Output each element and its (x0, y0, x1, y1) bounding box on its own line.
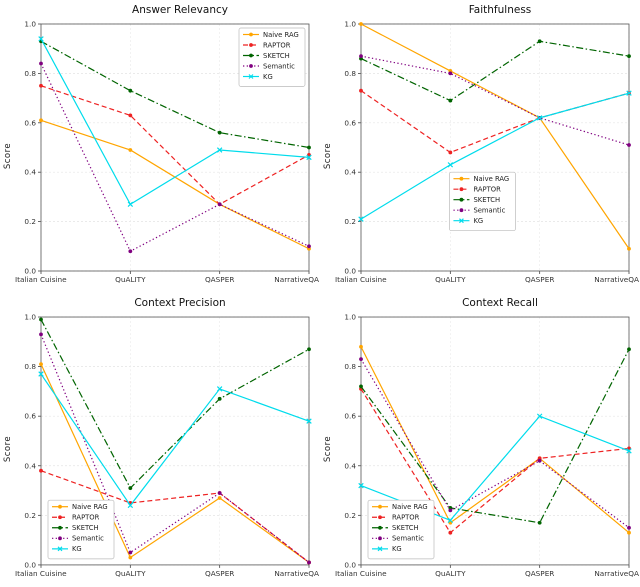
svg-text:Italian Cuisine: Italian Cuisine (335, 569, 387, 578)
chart-context-precision: Context Precision Score 0.0 0.2 0.4 0.6 0.8 1… (0, 293, 320, 587)
svg-text:Naive RAG: Naive RAG (392, 503, 428, 511)
chart-context-recall: Context Recall Score 0.0 0.2 0.4 0.6 0.8 1.0 I… (320, 293, 640, 587)
svg-text:0.4: 0.4 (24, 461, 36, 470)
svg-text:Semantic: Semantic (263, 62, 295, 70)
svg-text:Semantic: Semantic (473, 207, 505, 215)
svg-text:0.6: 0.6 (344, 118, 356, 127)
svg-text:SKETCH: SKETCH (473, 196, 500, 204)
svg-text:Italian Cuisine: Italian Cuisine (15, 569, 67, 578)
svg-text:0.6: 0.6 (24, 118, 36, 127)
chart-body: Score 0.0 0.2 0.4 0.6 0.8 1.0 Italian Cuisine Q… (0, 18, 320, 293)
svg-text:Naive RAG: Naive RAG (72, 503, 108, 511)
svg-text:0.4: 0.4 (24, 168, 36, 177)
svg-text:RAPTOR: RAPTOR (473, 186, 501, 194)
svg-text:0.2: 0.2 (24, 217, 36, 226)
svg-text:0.2: 0.2 (24, 511, 36, 520)
svg-text:SKETCH: SKETCH (72, 524, 99, 532)
chart-faithfulness: Faithfulness Score 0.0 0.2 0.4 0.6 0.8 1.0 Ita… (320, 0, 640, 293)
svg-text:NarrativeQA: NarrativeQA (274, 275, 319, 284)
svg-text:KG: KG (72, 545, 82, 553)
svg-text:QASPER: QASPER (525, 275, 554, 284)
svg-text:Semantic: Semantic (72, 535, 104, 543)
svg-text:RAPTOR: RAPTOR (72, 514, 100, 522)
svg-text:0.2: 0.2 (344, 511, 356, 520)
svg-text:1.0: 1.0 (344, 313, 356, 322)
svg-text:0.4: 0.4 (344, 168, 356, 177)
y-axis-label: Score (3, 435, 13, 463)
svg-text:0.0: 0.0 (24, 560, 36, 569)
plot-area-context-recall: 0.0 0.2 0.4 0.6 0.8 1.0 Italian Cuisine QuALITY… (335, 313, 639, 578)
y-axis-label: Score (323, 435, 333, 463)
svg-text:Italian Cuisine: Italian Cuisine (15, 275, 67, 284)
svg-text:QuALITY: QuALITY (435, 569, 466, 578)
svg-text:0.0: 0.0 (344, 560, 356, 569)
chart-body: Score 0.0 0.2 0.4 0.6 0.8 1.0 Italian Cuisine Q… (320, 18, 640, 293)
svg-text:Naive RAG: Naive RAG (263, 31, 299, 39)
svg-text:KG: KG (263, 73, 273, 81)
svg-text:RAPTOR: RAPTOR (263, 41, 291, 49)
chart-body: Score 0.0 0.2 0.4 0.6 0.8 1.0 Italian Cuisine Q… (0, 311, 320, 587)
svg-text:RAPTOR: RAPTOR (392, 514, 420, 522)
svg-text:1.0: 1.0 (24, 313, 36, 322)
chart-title: Answer Relevancy (132, 4, 228, 16)
svg-text:NarrativeQA: NarrativeQA (594, 275, 639, 284)
svg-text:KG: KG (392, 545, 402, 553)
svg-text:QuALITY: QuALITY (115, 569, 146, 578)
svg-text:Italian Cuisine: Italian Cuisine (335, 275, 387, 284)
chart-body: Score 0.0 0.2 0.4 0.6 0.8 1.0 Italian Cuisine Q… (320, 311, 640, 587)
chart-title: Context Precision (134, 297, 226, 309)
svg-text:SKETCH: SKETCH (392, 524, 419, 532)
svg-text:QASPER: QASPER (525, 569, 554, 578)
svg-text:KG: KG (473, 217, 483, 225)
chart-title: Faithfulness (468, 4, 532, 16)
svg-text:1.0: 1.0 (24, 20, 36, 29)
svg-text:1.0: 1.0 (344, 20, 356, 29)
svg-text:NarrativeQA: NarrativeQA (594, 569, 639, 578)
svg-text:QuALITY: QuALITY (435, 275, 466, 284)
plot-area-answer-relevancy: 0.0 0.2 0.4 0.6 0.8 1.0 Italian Cuisine QuALITY… (15, 20, 319, 285)
svg-text:QASPER: QASPER (205, 275, 234, 284)
svg-text:0.6: 0.6 (24, 412, 36, 421)
chart-title: Context Recall (462, 297, 538, 309)
chart-answer-relevancy: Answer Relevancy Score 0.0 0.2 0.4 0.6 0.8 1.… (0, 0, 320, 293)
svg-text:Semantic: Semantic (392, 535, 424, 543)
svg-text:0.6: 0.6 (344, 412, 356, 421)
svg-text:0.4: 0.4 (344, 461, 356, 470)
svg-text:Naive RAG: Naive RAG (473, 175, 509, 183)
plot-area-faithfulness: 0.0 0.2 0.4 0.6 0.8 1.0 Italian Cuisine QuALITY… (335, 20, 639, 285)
y-axis-label: Score (3, 142, 13, 169)
svg-text:SKETCH: SKETCH (263, 52, 290, 60)
svg-text:NarrativeQA: NarrativeQA (274, 569, 319, 578)
svg-text:0.8: 0.8 (344, 362, 356, 371)
y-axis-label: Score (323, 142, 333, 169)
svg-text:0.8: 0.8 (344, 69, 356, 78)
svg-text:QuALITY: QuALITY (115, 275, 146, 284)
svg-text:0.0: 0.0 (344, 267, 356, 276)
plot-area-context-precision: 0.0 0.2 0.4 0.6 0.8 1.0 Italian Cuisine QuALITY… (15, 313, 319, 578)
svg-text:0.0: 0.0 (24, 267, 36, 276)
svg-text:0.8: 0.8 (24, 362, 36, 371)
svg-text:0.2: 0.2 (344, 217, 356, 226)
svg-text:QASPER: QASPER (205, 569, 234, 578)
svg-text:0.8: 0.8 (24, 69, 36, 78)
